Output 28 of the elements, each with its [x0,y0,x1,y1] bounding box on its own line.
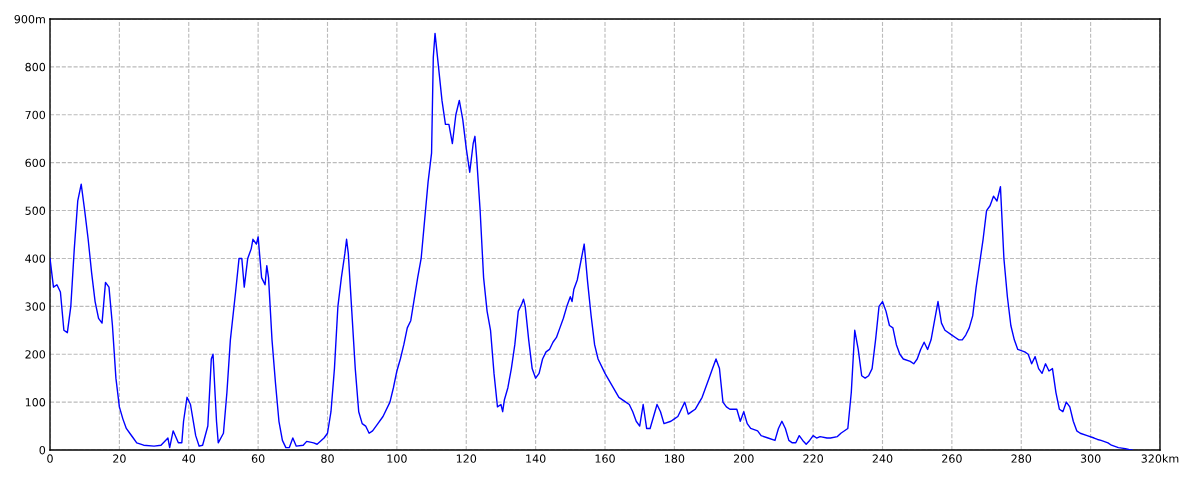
x-tick-label: 180 [664,454,685,463]
x-tick-label: 240 [872,454,893,463]
x-tick-label: 320km [1141,454,1179,463]
y-tick-label: 700 [25,110,46,120]
x-tick-label: 20 [113,454,126,463]
x-tick-label: 280 [1011,454,1032,463]
x-tick-label: 100 [387,454,407,463]
y-tick-label: 600 [25,158,46,168]
y-tick-label: 500 [25,206,46,215]
x-tick-label: 40 [182,454,196,463]
x-tick-label: 160 [595,454,615,463]
x-tick-label: 200 [733,454,754,463]
line-series [50,32,1133,450]
y-tick-label: 300 [25,302,46,311]
y-tick-label: 200 [25,350,46,359]
x-tick-label: 220 [803,454,823,463]
y-tick-label: 0 [39,445,46,455]
x-tick-label: 140 [526,454,546,463]
y-tick-label: 100 [25,398,46,407]
x-tick-label: 80 [321,454,334,463]
x-tick-label: 0 [47,454,53,463]
x-tick-label: 120 [456,454,477,463]
y-tick-label: 800 [25,62,46,72]
y-tick-label: 400 [25,254,46,263]
y-tick-label: 900m [14,14,45,24]
x-tick-label: 260 [942,454,962,463]
x-tick-label: 300 [1080,454,1101,463]
x-tick-label: 60 [251,454,265,463]
